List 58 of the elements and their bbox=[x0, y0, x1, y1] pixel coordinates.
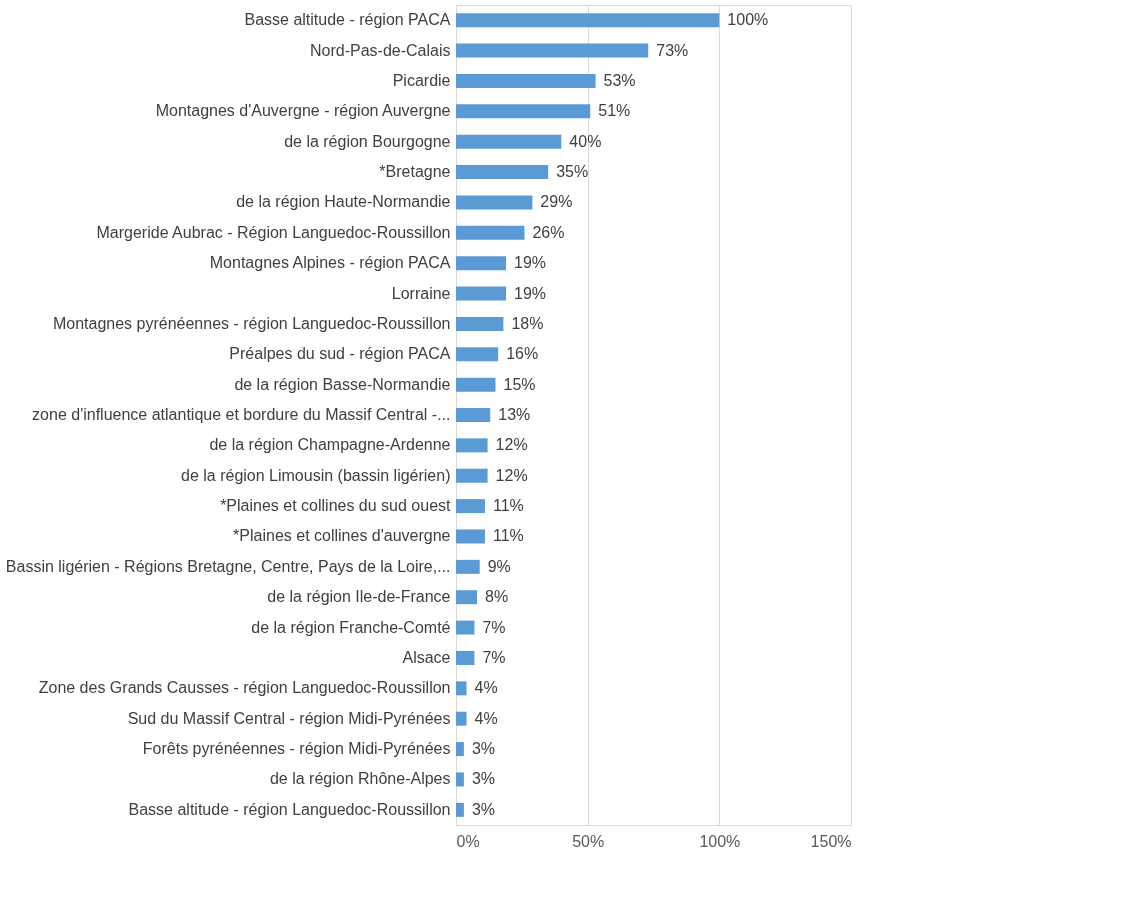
data-label: 4% bbox=[474, 709, 498, 727]
data-label: 19% bbox=[514, 284, 547, 302]
y-tick-label: de la région Ile-de-France bbox=[267, 588, 451, 606]
x-tick-label: 50% bbox=[572, 832, 605, 850]
data-label: 40% bbox=[569, 132, 602, 150]
y-tick-label: Forêts pyrénéennes - région Midi-Pyrénées bbox=[142, 740, 451, 758]
y-tick-label: Lorraine bbox=[391, 284, 451, 302]
x-tick-label: 150% bbox=[810, 832, 852, 850]
data-label: 15% bbox=[503, 375, 536, 393]
y-tick-label: Montagnes d'Auvergne - région Auvergne bbox=[155, 102, 451, 120]
data-label: 3% bbox=[471, 740, 496, 758]
data-label: 19% bbox=[514, 254, 547, 272]
y-tick-label: de la région Basse-Normandie bbox=[234, 375, 451, 393]
y-tick-label: Margeride Aubrac - Région Languedoc-Roussillon bbox=[96, 223, 451, 241]
y-tick-label: Basse altitude - région Languedoc-Roussillon bbox=[128, 800, 451, 818]
y-tick-label: de la région Champagne-Ardenne bbox=[209, 436, 451, 454]
y-tick-label: de la région Bourgogne bbox=[284, 132, 451, 150]
data-label: 26% bbox=[532, 223, 565, 241]
y-tick-label: de la région Rhône-Alpes bbox=[269, 770, 451, 788]
data-label: 8% bbox=[485, 588, 509, 606]
y-tick-label: zone d'influence atlantique et bordure du Massif Central -... bbox=[32, 406, 451, 423]
y-tick-label: *Bretagne bbox=[379, 163, 451, 181]
data-label: 7% bbox=[482, 648, 506, 666]
data-label: 51% bbox=[598, 102, 631, 120]
data-label: 12% bbox=[495, 466, 528, 484]
data-label: 4% bbox=[474, 679, 498, 697]
data-label: 35% bbox=[556, 163, 589, 181]
data-label: 3% bbox=[471, 800, 496, 818]
y-tick-label: *Plaines et collines d'auvergne bbox=[233, 527, 451, 545]
data-label: 16% bbox=[506, 345, 539, 363]
data-label: 3% bbox=[471, 770, 496, 788]
y-tick-label: Basse altitude - région PACA bbox=[244, 11, 451, 29]
y-tick-label: Picardie bbox=[392, 71, 451, 89]
y-tick-label: Montagnes pyrénéennes - région Languedoc-Roussillon bbox=[52, 314, 451, 332]
y-tick-label: Préalpes du sud - région PACA bbox=[229, 345, 451, 363]
data-label: 18% bbox=[511, 314, 544, 332]
data-label: 7% bbox=[482, 618, 506, 636]
y-tick-label: de la région Franche-Comté bbox=[251, 618, 451, 636]
data-label: 100% bbox=[727, 11, 769, 29]
y-tick-label: Bassin ligérien - Régions Bretagne, Centre, Pays de la Loire,... bbox=[5, 557, 451, 575]
x-tick-label: 0% bbox=[456, 832, 480, 850]
data-label: 11% bbox=[492, 527, 524, 545]
y-tick-label: Alsace bbox=[402, 648, 451, 666]
y-tick-label: Montagnes Alpines - région PACA bbox=[209, 254, 451, 272]
data-label: 9% bbox=[487, 557, 511, 575]
y-tick-label: Nord-Pas-de-Calais bbox=[310, 41, 451, 59]
y-tick-label: Zone des Grands Causses - région Languedoc-Roussillon bbox=[38, 679, 451, 697]
data-label: 12% bbox=[495, 436, 528, 454]
y-tick-label: Sud du Massif Central - région Midi-Pyrénées bbox=[127, 709, 451, 727]
data-label: 13% bbox=[498, 406, 531, 423]
data-label: 11% bbox=[492, 497, 524, 515]
y-tick-label: de la région Haute-Normandie bbox=[236, 193, 451, 211]
x-tick-label: 100% bbox=[699, 832, 741, 850]
data-label: 53% bbox=[603, 71, 636, 89]
data-label: 73% bbox=[656, 41, 689, 59]
data-label: 29% bbox=[540, 193, 573, 211]
y-tick-label: de la région Limousin (bassin ligérien) bbox=[181, 466, 451, 484]
y-tick-label: *Plaines et collines du sud ouest bbox=[220, 497, 452, 515]
